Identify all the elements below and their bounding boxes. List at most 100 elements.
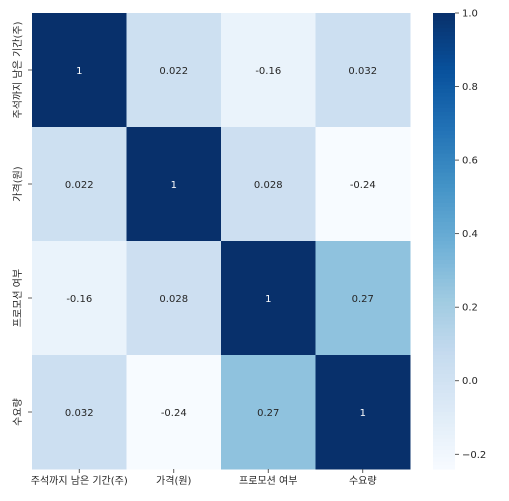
colorbar-segment [433,157,455,162]
colorbar-segment [433,366,455,371]
cell-annotation: 1 [265,294,271,305]
colorbar-segment [433,96,455,101]
cell-annotation: -0.24 [350,180,376,191]
colorbar-segment [433,305,455,310]
colorbar-segment [433,168,455,174]
colorbar-segment [433,20,455,25]
colorbar-segment [433,446,455,451]
heatmap-cell [126,355,222,470]
colorbar-tick-label: 0.2 [462,303,478,314]
colorbar-segment [433,298,455,303]
heatmap-cell [221,13,316,128]
heatmap-cell [221,355,316,470]
colorbar-segment [433,70,455,75]
colorbar-segment [433,165,455,170]
colorbar-segment [433,461,455,466]
colorbar-tick-label: 0.0 [462,376,478,387]
colorbar-segment [433,161,455,166]
colorbar-segment [433,423,455,428]
colorbar-segment [433,123,455,128]
heatmap-cell [221,241,316,356]
colorbar-segment [433,332,455,337]
colorbar-segment [433,229,455,234]
x-tick-label: 주석까지 남은 기간(주) [31,475,128,487]
colorbar-segment [433,427,455,432]
cell-annotation: 0.022 [65,180,94,191]
x-tick-label: 수요량 [349,475,377,487]
colorbar-tick-label: 0.8 [462,82,478,93]
colorbar-segment [433,146,455,151]
colorbar-segment [433,119,455,124]
colorbar-segment [433,184,455,189]
colorbar-segment [433,172,455,177]
cell-annotation: -0.16 [255,66,281,77]
colorbar-segment [433,39,455,44]
heatmap-cell [32,241,127,356]
colorbar-segment [433,317,455,322]
colorbar-segment [433,130,455,136]
colorbar-segment [433,51,455,56]
colorbar-segment [433,362,455,367]
colorbar-segment [433,442,455,447]
colorbar-segment [433,54,455,60]
cell-annotation: 0.028 [159,294,188,305]
colorbar-segment [433,237,455,242]
colorbar-segment [433,279,455,284]
colorbar-segment [433,457,455,462]
colorbar-segment [433,313,455,318]
colorbar-segment [433,28,455,33]
colorbar-segment [433,320,455,326]
heatmap-cell [315,13,411,128]
colorbar-segment [433,24,455,29]
colorbar-segment [433,206,455,212]
colorbar-segment [433,138,455,143]
colorbar-segment [433,111,455,117]
colorbar-segment [433,263,455,269]
colorbar-segment [433,465,455,470]
colorbar-segment [433,142,455,147]
colorbar-segment [433,66,455,71]
colorbar-segment [433,412,455,417]
colorbar-segment [433,431,455,436]
colorbar-segment [433,309,455,314]
colorbar-segment [433,256,455,261]
colorbar-segment [433,396,455,402]
colorbar-segment [433,343,455,348]
colorbar-segment [433,419,455,424]
colorbar-segment [433,35,455,41]
colorbar-segment [433,199,455,204]
heatmap-cell [32,13,127,128]
colorbar-segment [433,275,455,280]
colorbar-segment [433,351,455,356]
cell-annotation: 0.032 [348,66,377,77]
colorbar-segment [433,286,455,291]
heatmap-cell [221,127,316,242]
colorbar-segment [433,85,455,90]
colorbar-segment [433,134,455,139]
colorbar-segment [433,73,455,79]
colorbar-segment [433,347,455,352]
colorbar-segment [433,222,455,227]
heatmap-cell [315,127,411,242]
colorbar-segment [433,393,455,398]
cell-annotation: -0.24 [161,408,187,419]
colorbar-segment [433,260,455,265]
colorbar-segment [433,153,455,158]
colorbar-segment [433,13,455,18]
colorbar-tick-label: 0.4 [462,229,478,240]
colorbar-segment [433,290,455,295]
colorbar-segment [433,404,455,409]
colorbar-segment [433,282,455,288]
colorbar-segment [433,355,455,360]
colorbar-segment [433,358,455,364]
colorbar-segment [433,32,455,37]
colorbar-segment [433,176,455,181]
colorbar-tick-label: −0.2 [462,450,486,461]
colorbar-segment [433,252,455,257]
colorbar-tick-label: 1.0 [462,9,478,20]
colorbar-segment [433,89,455,94]
colorbar-segment [433,195,455,200]
colorbar-segment [433,77,455,82]
